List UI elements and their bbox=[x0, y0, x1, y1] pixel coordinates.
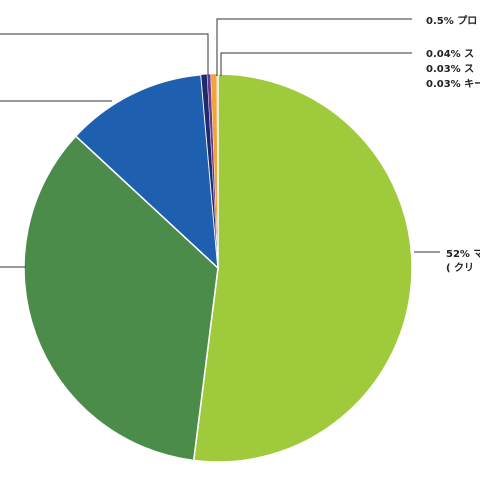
pie-slice-1 bbox=[23, 135, 219, 462]
leader-line-red bbox=[220, 52, 412, 76]
leader-line-navy bbox=[0, 33, 209, 76]
pie-slice-0 bbox=[192, 73, 413, 463]
label-orange: 0.5% プロ bbox=[426, 14, 477, 27]
leader-line-orange bbox=[216, 18, 412, 76]
label-red-2: 0.03% ス bbox=[426, 63, 474, 75]
label-mac-2: ( クリ bbox=[446, 262, 474, 274]
label-mac-1: 52% マ bbox=[446, 249, 480, 260]
pie-slice-2 bbox=[74, 73, 219, 270]
slice-labels: 0.5% プロ 0.04% ス 0.03% ス 0.03% キー 52% マ (… bbox=[426, 14, 480, 274]
label-red-1: 0.04% ス bbox=[426, 48, 474, 60]
label-red-3: 0.03% キー bbox=[426, 78, 480, 90]
pie-slices bbox=[23, 73, 413, 463]
leader-lines bbox=[0, 18, 440, 268]
